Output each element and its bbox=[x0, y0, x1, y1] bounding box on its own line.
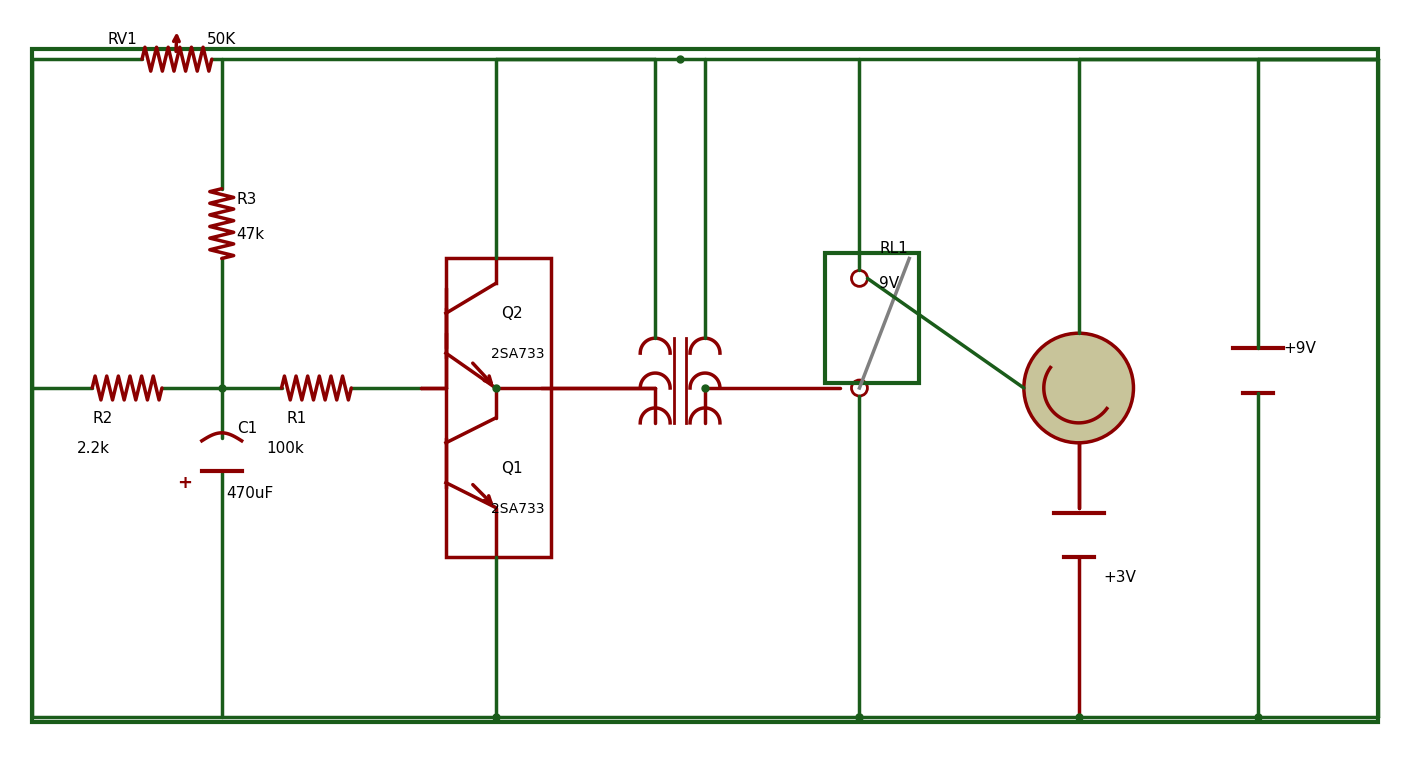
Text: 470uF: 470uF bbox=[226, 485, 274, 500]
Text: 100k: 100k bbox=[267, 441, 304, 456]
Text: 9V: 9V bbox=[880, 276, 899, 291]
Bar bbox=[33, 49, 1377, 722]
Text: 2SA733: 2SA733 bbox=[491, 502, 544, 516]
Text: C1: C1 bbox=[236, 421, 257, 436]
Text: 50K: 50K bbox=[206, 32, 236, 47]
Circle shape bbox=[1024, 333, 1134, 443]
Text: Q2: Q2 bbox=[501, 307, 522, 321]
Text: Q1: Q1 bbox=[501, 461, 522, 475]
Text: RV1: RV1 bbox=[107, 32, 137, 47]
Bar bbox=[824, 254, 919, 383]
Text: 2.2k: 2.2k bbox=[78, 441, 110, 456]
Text: R3: R3 bbox=[236, 191, 257, 207]
Text: 47k: 47k bbox=[236, 226, 264, 241]
Text: R2: R2 bbox=[92, 411, 113, 426]
Text: +3V: +3V bbox=[1103, 570, 1137, 585]
Text: +9V: +9V bbox=[1282, 341, 1316, 356]
Text: +: + bbox=[177, 474, 192, 492]
Text: RL1: RL1 bbox=[880, 241, 908, 257]
Text: R1: R1 bbox=[287, 411, 307, 426]
Bar bbox=[445, 258, 550, 557]
Text: 2SA733: 2SA733 bbox=[491, 347, 544, 361]
